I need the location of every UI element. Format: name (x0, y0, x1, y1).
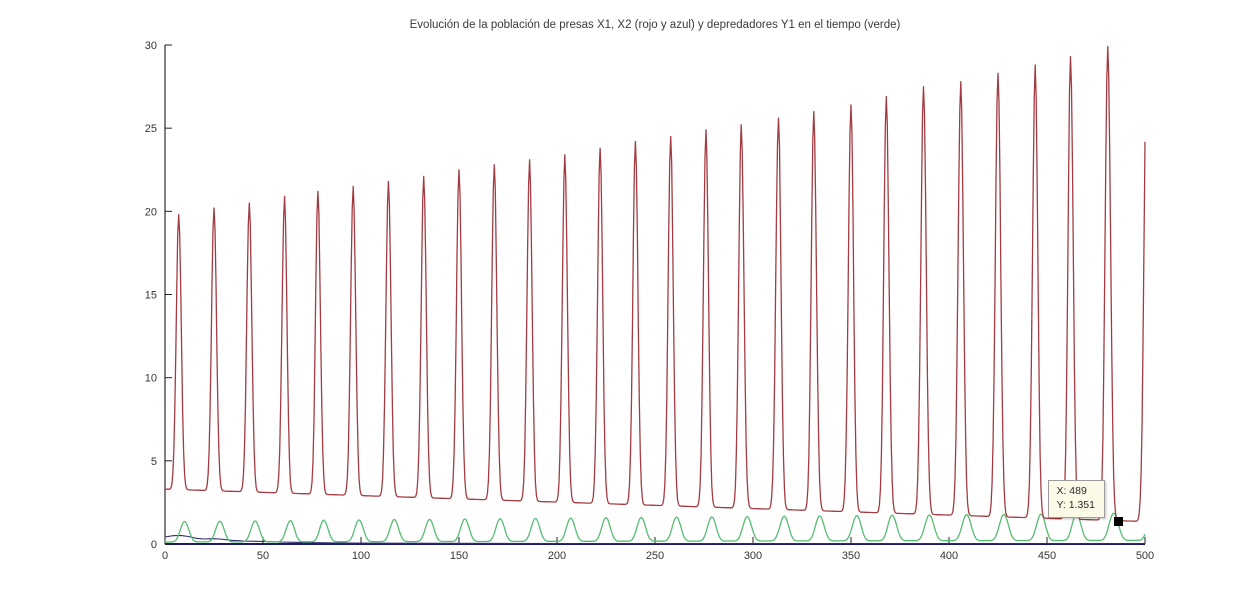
x-tick-label: 50 (257, 550, 269, 562)
x-tick-label: 150 (450, 550, 468, 562)
x-tick-label: 250 (646, 550, 664, 562)
x-tick-label: 400 (940, 550, 958, 562)
chart-title: Evolución de la población de presas X1, … (409, 19, 901, 31)
x-tick-label: 200 (548, 550, 566, 562)
datatip-tooltip[interactable]: X: 489 Y: 1.351 (1048, 479, 1105, 518)
y-tick-label: 15 (145, 290, 157, 302)
y-tick-label: 0 (151, 539, 157, 551)
x-tick-label: 500 (1136, 550, 1154, 562)
y-tick-label: 5 (151, 456, 157, 468)
y-tick-label: 20 (145, 206, 157, 218)
x-tick-label: 300 (744, 550, 762, 562)
y-tick-label: 25 (145, 123, 157, 135)
y1-curve-green[interactable] (165, 512, 1146, 543)
x1-curve-red[interactable] (165, 46, 1146, 522)
x-tick-label: 0 (162, 550, 168, 562)
datatip-y-value: Y: 1.351 (1056, 499, 1095, 512)
datatip-marker[interactable] (1114, 516, 1124, 526)
x-tick-label: 450 (1038, 550, 1056, 562)
datatip-x-value: X: 489 (1056, 484, 1087, 497)
y-tick-label: 30 (145, 40, 157, 52)
y-tick-label: 10 (145, 373, 157, 385)
x-tick-label: 100 (352, 550, 370, 562)
x-tick-label: 350 (842, 550, 860, 562)
